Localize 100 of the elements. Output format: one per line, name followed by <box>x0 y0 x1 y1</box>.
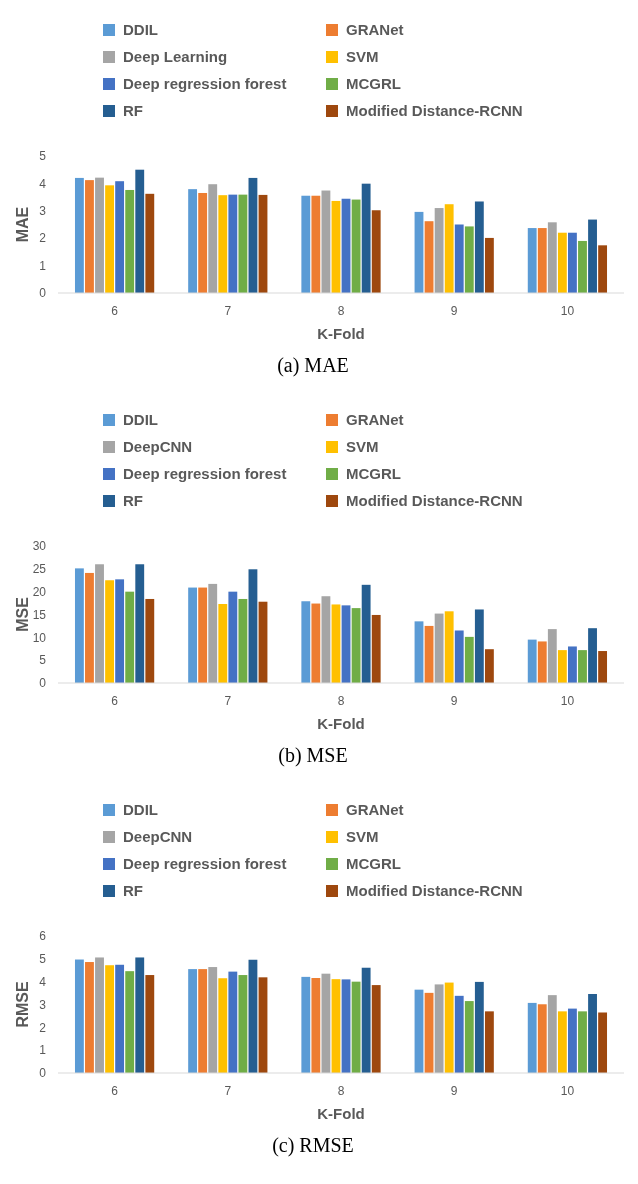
y-tick-label: 5 <box>39 149 47 164</box>
y-tick-label: 2 <box>39 1020 47 1035</box>
legend-label: RF <box>123 492 143 509</box>
bar <box>125 591 135 683</box>
bar <box>464 636 474 683</box>
bar <box>598 245 608 293</box>
bar <box>557 232 567 293</box>
y-axis-title: MSE <box>14 596 31 632</box>
bar <box>454 224 464 293</box>
bar <box>228 971 238 1073</box>
bar <box>228 194 238 293</box>
y-tick-label: 1 <box>39 258 47 273</box>
bar <box>228 591 238 683</box>
x-tick-label: 7 <box>224 304 232 318</box>
y-tick-label: 1 <box>39 1043 47 1058</box>
bar <box>238 194 248 293</box>
legend-label: Modified Distance-RCNN <box>346 102 523 119</box>
x-tick-label: 8 <box>337 304 345 318</box>
bar <box>598 651 608 683</box>
bar <box>568 1008 577 1073</box>
bar <box>218 604 228 683</box>
y-axis-title: MAE <box>14 206 31 243</box>
bar <box>311 603 321 683</box>
y-tick-label: 5 <box>39 653 47 668</box>
bar <box>188 587 198 683</box>
text: (a) MAE <box>277 354 349 377</box>
bar <box>188 969 198 1073</box>
bar <box>135 564 145 683</box>
bar <box>145 193 155 293</box>
x-tick-label: 6 <box>111 694 119 708</box>
legend-label: SVM <box>346 438 379 455</box>
y-tick-label: 0 <box>39 676 47 691</box>
y-tick-label: 2 <box>39 231 47 246</box>
y-axis-title: RMSE <box>14 981 31 1028</box>
bar <box>135 169 145 293</box>
x-tick-label: 10 <box>560 304 575 318</box>
bar <box>371 985 381 1073</box>
bar <box>238 598 248 683</box>
bar <box>454 630 464 683</box>
bar <box>371 210 381 293</box>
bar <box>474 609 484 683</box>
bar <box>537 1004 547 1073</box>
bar <box>464 1001 474 1073</box>
bar <box>361 967 371 1073</box>
legend-label: Deep Learning <box>123 48 228 65</box>
bar <box>85 572 94 683</box>
bar <box>434 613 444 683</box>
bar <box>125 971 135 1073</box>
bar <box>115 579 125 683</box>
bar <box>341 605 351 683</box>
bar <box>208 184 218 293</box>
legend-label: SVM <box>346 48 379 65</box>
y-tick-label: 4 <box>39 176 47 191</box>
bar <box>537 641 547 683</box>
bar <box>218 978 228 1073</box>
x-tick-label: 10 <box>560 694 575 708</box>
y-tick-label: 10 <box>32 630 47 645</box>
bar <box>85 180 94 293</box>
bar <box>484 237 494 293</box>
bar <box>331 979 341 1073</box>
bar <box>248 569 258 683</box>
bar <box>484 1011 494 1073</box>
bar <box>351 608 361 683</box>
bar <box>588 628 597 683</box>
legend-label: SVM <box>346 828 379 845</box>
bar <box>321 190 331 293</box>
legend-label: DeepCNN <box>123 828 193 845</box>
bar <box>331 604 341 683</box>
bar <box>301 195 311 293</box>
x-tick-label: 8 <box>337 1084 345 1098</box>
bar <box>351 981 361 1073</box>
bar <box>598 1012 608 1073</box>
bar <box>557 650 567 683</box>
bar <box>145 598 155 683</box>
x-tick-label: 9 <box>450 694 458 708</box>
bar <box>105 580 114 683</box>
x-tick-label: 9 <box>450 1084 458 1098</box>
legend-label: Modified Distance-RCNN <box>346 882 523 899</box>
x-axis-title: K-Fold <box>317 715 365 732</box>
bar <box>361 183 371 293</box>
y-tick-label: 15 <box>32 607 47 622</box>
bar <box>208 967 218 1073</box>
bar <box>341 979 351 1073</box>
legend-label: GRANet <box>346 21 404 38</box>
bar <box>115 964 125 1073</box>
y-tick-label: 0 <box>39 1066 47 1081</box>
text: (c) RMSE <box>272 1134 354 1157</box>
y-tick-label: 20 <box>32 584 47 599</box>
legend-label: DeepCNN <box>123 438 193 455</box>
legend-label: GRANet <box>346 411 404 428</box>
bar <box>95 957 104 1073</box>
bar <box>198 587 208 683</box>
bar <box>218 195 228 293</box>
bar <box>74 177 84 293</box>
bar <box>95 177 104 293</box>
bar <box>588 994 597 1073</box>
bar <box>321 596 331 683</box>
bar <box>321 973 331 1073</box>
bar <box>95 564 104 683</box>
legend-label: RF <box>123 882 143 899</box>
